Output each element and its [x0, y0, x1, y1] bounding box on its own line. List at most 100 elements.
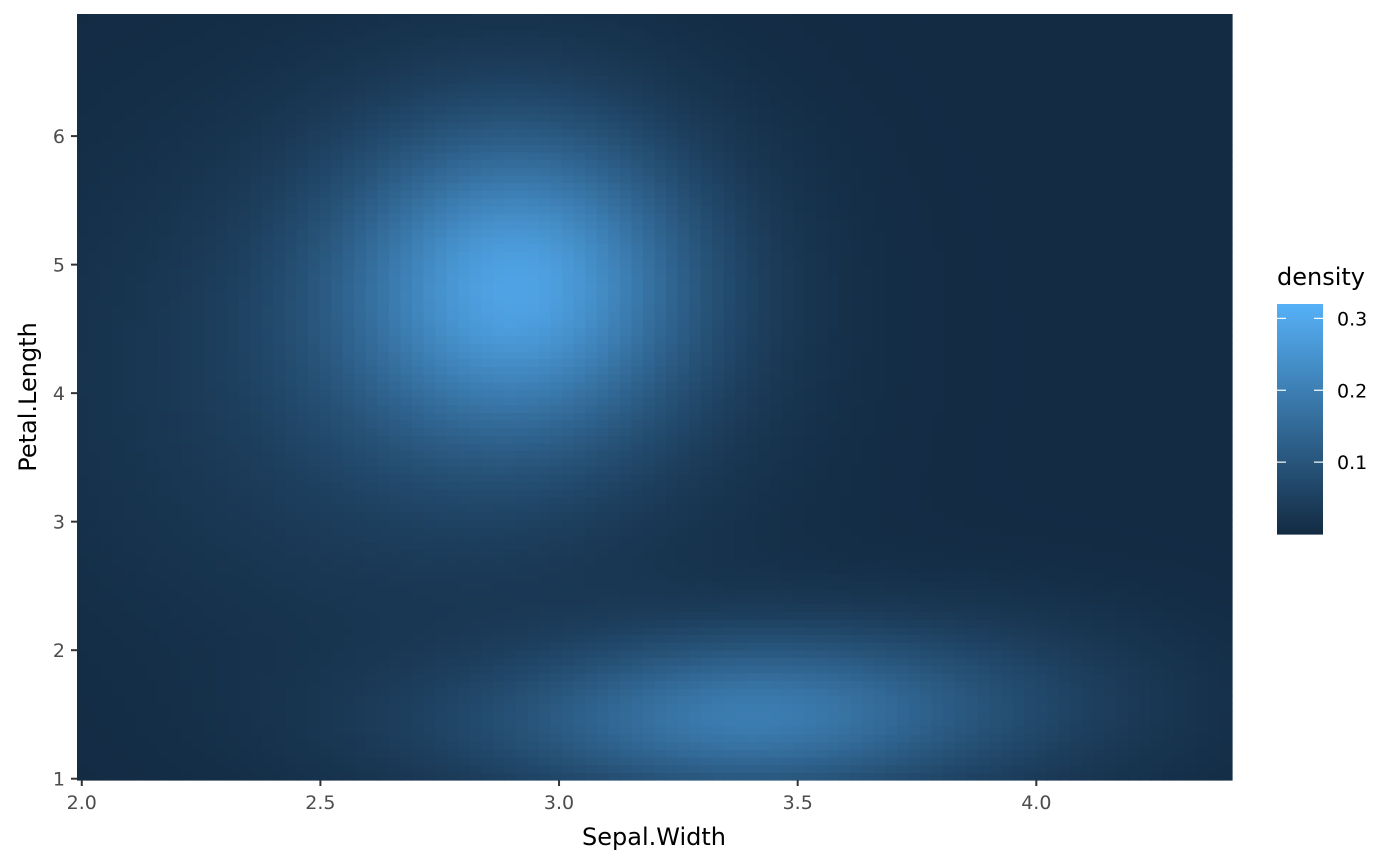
heatmap-cell [319, 596, 332, 605]
heatmap-cell [446, 213, 459, 222]
heatmap-cell [377, 718, 390, 727]
heatmap-cell [539, 213, 552, 222]
heatmap-cell [227, 757, 240, 766]
heatmap-cell [100, 59, 113, 69]
heatmap-cell [180, 703, 194, 712]
heatmap-cell [227, 573, 240, 582]
heatmap-cell [319, 251, 332, 260]
heatmap-cell [573, 473, 586, 482]
heatmap-cell [331, 389, 344, 398]
heatmap-cell [111, 481, 124, 490]
heatmap-cell [527, 496, 540, 505]
heatmap-cell [192, 121, 205, 130]
heatmap-cell [377, 36, 390, 46]
heatmap-cell [273, 757, 286, 766]
heatmap-cell [250, 573, 263, 582]
heatmap-cell [619, 757, 632, 766]
heatmap-cell [504, 588, 517, 597]
heatmap-cell [238, 519, 251, 528]
heatmap-cell [308, 473, 321, 482]
heatmap-cell [319, 542, 332, 551]
heatmap-cell [550, 412, 563, 421]
heatmap-cell [296, 588, 309, 597]
heatmap-cell [354, 603, 367, 613]
heatmap-cell [469, 220, 482, 230]
heatmap-cell [423, 82, 436, 92]
heatmap-cell [157, 36, 170, 46]
heatmap-cell [227, 259, 240, 268]
heatmap-cell [284, 580, 298, 590]
heatmap-cell [146, 573, 159, 582]
heatmap-cell [342, 665, 355, 674]
heatmap-cell [192, 412, 205, 421]
heatmap-cell [180, 458, 194, 467]
heatmap-cell [319, 144, 332, 153]
heatmap-cell [365, 626, 378, 636]
heatmap-cell [215, 458, 228, 467]
heatmap-cell [458, 381, 471, 390]
heatmap-cell [585, 159, 598, 168]
heatmap-cell [619, 665, 632, 674]
heatmap-cell [423, 596, 436, 605]
heatmap-cell [527, 59, 540, 69]
heatmap-cell [261, 619, 274, 628]
heatmap-cell [388, 36, 401, 46]
heatmap-cell [319, 121, 332, 130]
heatmap-cell [77, 412, 90, 421]
heatmap-cell [308, 626, 321, 636]
heatmap-cell [504, 519, 517, 528]
heatmap-cell [273, 305, 286, 314]
heatmap-cell [573, 772, 586, 781]
heatmap-cell [134, 213, 147, 222]
heatmap-cell [631, 726, 644, 735]
heatmap-cell [146, 98, 159, 107]
heatmap-cell [238, 634, 251, 643]
heatmap-cell [504, 565, 517, 574]
heatmap-cell [296, 626, 309, 636]
heatmap-cell [354, 741, 367, 750]
heatmap-cell [423, 504, 436, 513]
heatmap-cell [192, 59, 205, 69]
heatmap-cell [539, 580, 552, 590]
heatmap-cell [527, 527, 540, 536]
heatmap-cell [608, 59, 621, 69]
heatmap-cell [504, 358, 517, 367]
heatmap-cell [585, 657, 598, 666]
heatmap-cell [319, 634, 332, 643]
heatmap-cell [284, 167, 298, 176]
heatmap-cell [308, 90, 321, 99]
heatmap-cell [88, 435, 101, 444]
heatmap-cell [261, 580, 274, 590]
heatmap-cell [527, 335, 540, 344]
heatmap-cell [458, 36, 471, 46]
heatmap-cell [169, 465, 182, 475]
heatmap-cell [608, 611, 621, 620]
heatmap-cell [157, 52, 170, 61]
heatmap-cell [469, 680, 482, 689]
heatmap-cell [308, 642, 321, 651]
heatmap-cell [411, 741, 425, 750]
heatmap-cell [573, 297, 586, 306]
heatmap-cell [111, 772, 124, 781]
heatmap-cell [515, 151, 529, 161]
heatmap-cell [642, 29, 656, 38]
heatmap-cell [192, 519, 205, 528]
heatmap-cell [481, 435, 494, 444]
heatmap-cell [608, 435, 621, 444]
heatmap-cell [261, 680, 274, 689]
heatmap-cell [319, 688, 332, 697]
heatmap-cell [573, 44, 586, 53]
heatmap-cell [180, 389, 194, 398]
heatmap-cell [423, 251, 436, 260]
heatmap-cell [365, 274, 378, 283]
heatmap-cell [180, 619, 194, 628]
heatmap-cell [238, 243, 251, 253]
heatmap-cell [469, 404, 482, 413]
heatmap-cell [227, 251, 240, 260]
heatmap-cell [365, 343, 378, 352]
heatmap-cell [134, 220, 147, 230]
heatmap-cell [411, 159, 425, 168]
heatmap-cell [284, 236, 298, 245]
heatmap-cell [562, 389, 575, 398]
heatmap-cell [354, 220, 367, 230]
